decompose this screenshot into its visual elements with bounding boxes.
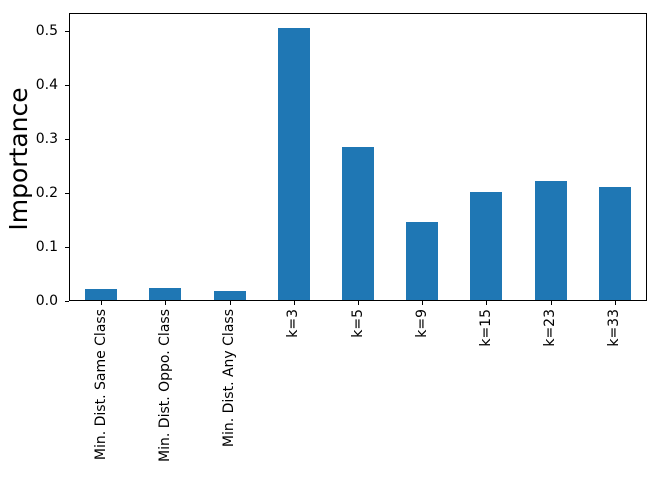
- y-tick-mark: [65, 139, 69, 140]
- y-tick-mark: [65, 31, 69, 32]
- y-tick-mark: [65, 301, 69, 302]
- x-tick-mark: [422, 301, 423, 305]
- x-tick-label: k=5: [350, 309, 366, 338]
- y-tick-label: 0.1: [35, 239, 58, 255]
- y-tick-mark: [65, 247, 69, 248]
- x-tick-label: k=15: [478, 309, 494, 347]
- bar: [149, 288, 181, 301]
- y-tick-label: 0.4: [35, 77, 58, 93]
- x-tick-label: k=9: [414, 309, 430, 338]
- x-tick-mark: [486, 301, 487, 305]
- x-tick-mark: [230, 301, 231, 305]
- y-tick-label: 0.2: [35, 185, 58, 201]
- y-tick-label: 0.3: [35, 131, 58, 147]
- bar: [599, 187, 631, 301]
- x-tick-label: Min. Dist. Any Class: [221, 309, 237, 448]
- x-tick-label: k=23: [542, 309, 558, 347]
- x-tick-mark: [165, 301, 166, 305]
- x-tick-mark: [551, 301, 552, 305]
- x-tick-mark: [358, 301, 359, 305]
- x-tick-mark: [294, 301, 295, 305]
- bar: [214, 291, 246, 301]
- plot-area: [69, 13, 647, 301]
- bar: [342, 147, 374, 301]
- y-tick-label: 0.5: [35, 23, 58, 39]
- x-tick-mark: [615, 301, 616, 305]
- bar: [470, 192, 502, 301]
- bar: [85, 289, 117, 301]
- x-tick-label: Min. Dist. Oppo. Class: [157, 309, 173, 462]
- y-tick-mark: [65, 193, 69, 194]
- x-tick-label: k=33: [606, 309, 622, 347]
- bar: [535, 181, 567, 301]
- x-tick-label: Min. Dist. Same Class: [93, 309, 109, 461]
- bar: [406, 222, 438, 301]
- x-tick-label: k=3: [285, 309, 301, 338]
- y-tick-label: 0.0: [35, 293, 58, 309]
- bar: [278, 28, 310, 301]
- y-tick-mark: [65, 85, 69, 86]
- x-tick-mark: [101, 301, 102, 305]
